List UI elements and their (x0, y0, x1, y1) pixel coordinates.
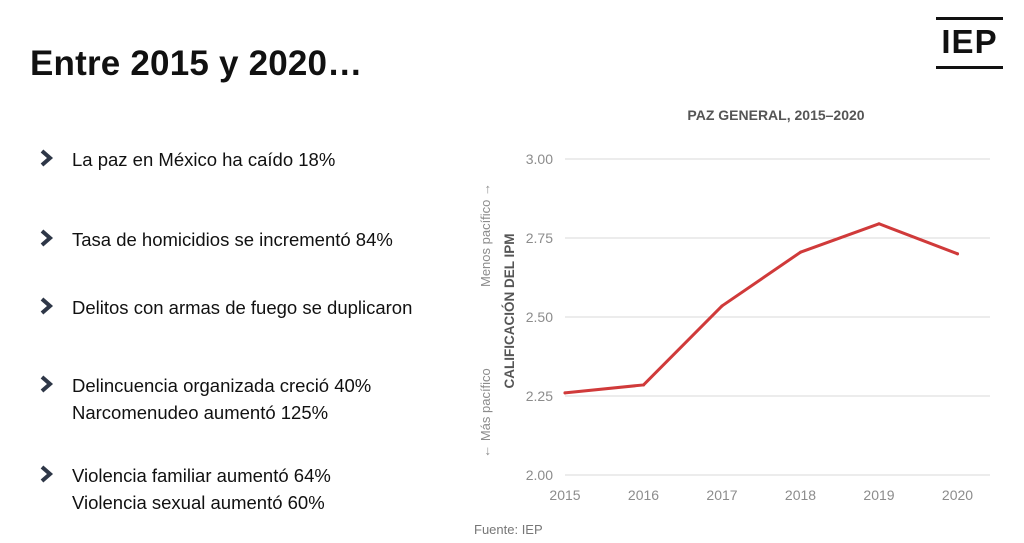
chevron-right-icon (40, 465, 54, 483)
y-tick-label: 3.00 (526, 151, 553, 167)
bullet-line: Violencia familiar aumentó 64% (72, 465, 331, 486)
y-tick-label: 2.50 (526, 309, 553, 325)
data-point (799, 250, 802, 254)
logo-bottom-bar (936, 66, 1003, 69)
chevron-right-icon (40, 149, 54, 167)
chevron-right-icon (40, 297, 54, 315)
bullet-text: Delincuencia organizada creció 40% Narcom… (72, 372, 371, 426)
bullet-line: Delitos con armas de fuego se duplicaron (72, 297, 413, 318)
bullet-text: La paz en México ha caído 18% (72, 146, 335, 173)
source-note: Fuente: IEP (474, 522, 543, 537)
data-point (877, 222, 881, 226)
data-point (720, 304, 724, 308)
page-title: Entre 2015 y 2020… (30, 44, 363, 83)
logo-top-bar (936, 17, 1003, 20)
logo-text: IEP (941, 23, 998, 60)
x-tick-label: 2015 (549, 487, 580, 503)
x-tick-label: 2020 (942, 487, 973, 503)
data-point (563, 391, 567, 395)
bullet-line: La paz en México ha caído 18% (72, 149, 336, 170)
chart-container: PAZ GENERAL, 2015–2020 2.00 2.25 2.50 2.75 3.… (470, 95, 1010, 520)
data-point (956, 252, 959, 256)
bullet-line: Violencia sexual aumentó 60% (72, 492, 325, 513)
y-tick-label: 2.75 (526, 230, 553, 246)
y-axis-note-top: Menos pacífico → (478, 183, 493, 287)
x-tick-label: 2016 (628, 487, 659, 503)
y-axis-note-bottom: ← Más pacífico (478, 368, 493, 458)
bullet-line: Narcomenudeo aumentó 125% (72, 402, 329, 423)
y-tick-label: 2.25 (526, 388, 553, 404)
bullet-text: Violencia familiar aumentó 64% Violencia … (72, 462, 331, 516)
x-tick-label: 2018 (785, 487, 816, 503)
series-line (563, 222, 959, 395)
bullet-text: Delitos con armas de fuego se duplicaron (72, 294, 412, 321)
iep-logo: IEP (936, 17, 1003, 69)
chevron-right-icon (40, 375, 54, 393)
bullet-text: Tasa de homicidios se incrementó 84% (72, 226, 393, 253)
y-tick-label: 2.00 (526, 467, 553, 483)
x-tick-label: 2017 (706, 487, 737, 503)
bullet-line: Delincuencia organizada creció 40% (72, 375, 372, 396)
chart-title: PAZ GENERAL, 2015–2020 (687, 107, 864, 123)
data-point (642, 383, 645, 387)
y-axis-title: CALIFICACIÓN DEL IPM (502, 234, 517, 389)
chevron-right-icon (40, 229, 54, 247)
x-tick-label: 2019 (863, 487, 894, 503)
line-chart: PAZ GENERAL, 2015–2020 2.00 2.25 2.50 2.75 3.… (478, 107, 990, 503)
bullet-line: Tasa de homicidios se incrementó 84% (72, 229, 393, 250)
